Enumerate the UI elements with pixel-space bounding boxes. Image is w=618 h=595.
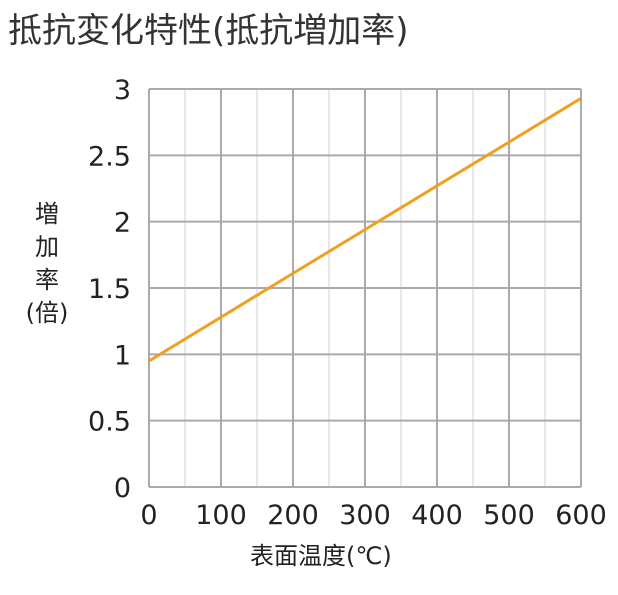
y-axis-label-char: 加 bbox=[35, 233, 59, 261]
series-layer bbox=[148, 97, 582, 363]
major-grid bbox=[148, 88, 582, 488]
x-tick-labels: 0 100 200 300 400 500 600 bbox=[140, 500, 606, 531]
y-tick-label: 2 bbox=[114, 208, 131, 239]
x-tick-label: 200 bbox=[267, 500, 319, 531]
y-tick-label: 3 bbox=[114, 75, 131, 106]
x-tick-label: 500 bbox=[483, 500, 535, 531]
x-tick-label: 100 bbox=[195, 500, 247, 531]
y-axis-label-unit: (倍) bbox=[25, 299, 69, 327]
y-tick-label: 0.5 bbox=[88, 407, 131, 438]
y-axis-label-char: 率 bbox=[35, 266, 59, 294]
y-tick-label: 2.5 bbox=[88, 141, 131, 172]
x-tick-label: 600 bbox=[555, 500, 607, 531]
x-tick-label: 400 bbox=[411, 500, 463, 531]
chart-title: 抵抗変化特性(抵抗増加率) bbox=[8, 11, 409, 51]
y-tick-label: 0 bbox=[114, 473, 131, 504]
x-axis-label: 表面温度(℃) bbox=[250, 542, 392, 570]
x-tick-label: 300 bbox=[339, 500, 391, 531]
y-axis-label: 増 加 率 (倍) bbox=[20, 198, 74, 330]
y-tick-label: 1.5 bbox=[88, 274, 131, 305]
y-tick-labels: 0 0.5 1 1.5 2 2.5 3 bbox=[88, 75, 131, 504]
y-tick-label: 1 bbox=[114, 340, 131, 371]
x-tick-label: 0 bbox=[140, 500, 157, 531]
y-axis-label-char: 増 bbox=[35, 200, 59, 228]
series-line bbox=[148, 97, 582, 363]
